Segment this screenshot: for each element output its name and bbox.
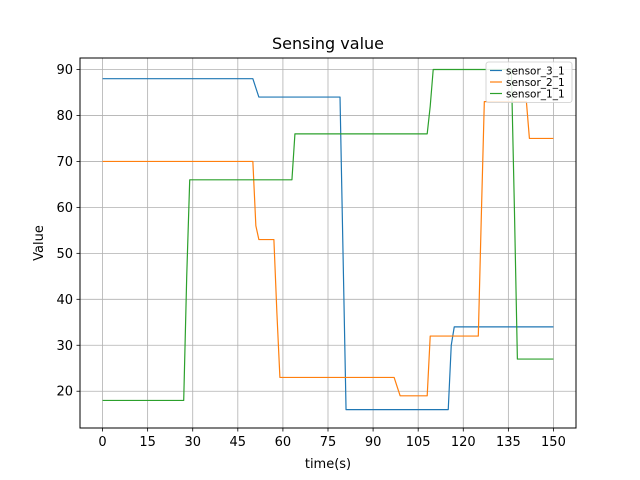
- legend-label-sensor_2_1: sensor_2_1: [506, 77, 565, 89]
- x-tick-label: 30: [184, 435, 201, 450]
- x-tick-label: 105: [406, 435, 431, 450]
- x-tick-label: 135: [496, 435, 521, 450]
- y-tick-label: 80: [56, 109, 73, 124]
- x-tick-label: 0: [98, 435, 106, 450]
- x-tick-label: 120: [451, 435, 476, 450]
- x-tick-label: 75: [320, 435, 337, 450]
- x-tick-label: 15: [139, 435, 156, 450]
- legend-label-sensor_3_1: sensor_3_1: [506, 65, 565, 77]
- y-tick-label: 30: [56, 339, 73, 354]
- axis-ticks: 0 15 30 45 60 75 90 105 120 135 150 20 30 40 50 60 70 80 9…: [56, 63, 565, 450]
- y-axis-label: Value: [32, 225, 47, 261]
- x-axis-label: time(s): [305, 457, 351, 472]
- legend-label-sensor_1_1: sensor_1_1: [506, 88, 565, 100]
- x-tick-label: 90: [365, 435, 382, 450]
- y-tick-label: 50: [56, 247, 73, 262]
- chart-title: Sensing value: [272, 34, 384, 53]
- series-line-sensor_1_1: [102, 68, 554, 402]
- y-tick-label: 60: [56, 201, 73, 216]
- x-tick-label: 45: [230, 435, 247, 450]
- series-line-sensor_3_1: [102, 78, 554, 411]
- y-tick-label: 20: [56, 385, 73, 400]
- y-tick-label: 90: [56, 63, 73, 78]
- y-tick-label: 40: [56, 293, 73, 308]
- x-tick-label: 150: [541, 435, 566, 450]
- x-tick-label: 60: [275, 435, 292, 450]
- legend-box: [485, 61, 573, 103]
- y-tick-label: 70: [56, 155, 73, 170]
